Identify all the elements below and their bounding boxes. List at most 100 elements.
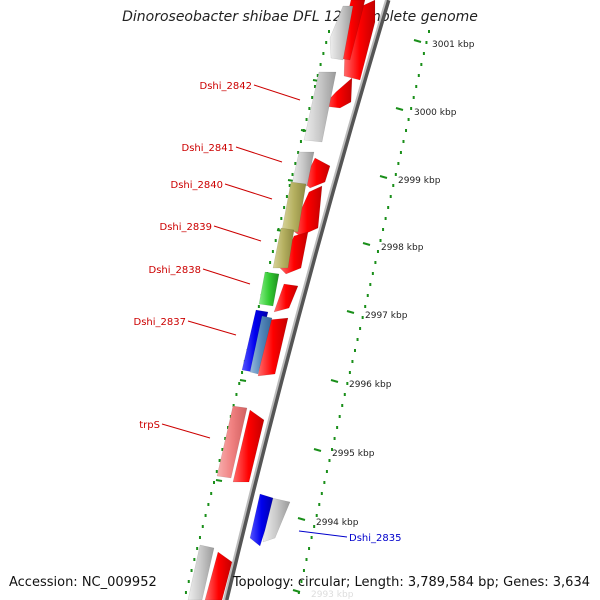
tick-dot xyxy=(227,426,230,429)
major-tick xyxy=(215,479,223,482)
tick-dot xyxy=(305,558,308,561)
tick-dot xyxy=(369,283,372,286)
kbp-tick xyxy=(292,589,301,593)
label-leaders xyxy=(161,84,348,538)
gene-label[interactable]: Dshi_2842 xyxy=(200,81,252,92)
tick-dot xyxy=(425,41,428,44)
tick-dot xyxy=(325,41,328,44)
leader-line xyxy=(298,530,348,538)
tick-dot xyxy=(316,74,319,77)
tick-dot xyxy=(356,338,359,341)
kbp-label: 2997 kbp xyxy=(365,311,408,321)
gene-label[interactable]: Dshi_2837 xyxy=(134,317,186,328)
tick-dot xyxy=(318,503,321,506)
tick-dot xyxy=(399,151,402,154)
tick-dot xyxy=(311,96,314,99)
tick-dot xyxy=(359,327,362,330)
tick-dot xyxy=(308,107,311,110)
tick-dot xyxy=(333,437,336,440)
tick-dot xyxy=(420,63,423,66)
gene-label[interactable]: Dshi_2838 xyxy=(149,265,201,276)
kbp-tick xyxy=(330,379,339,383)
leader-line xyxy=(253,84,301,101)
tick-dot xyxy=(328,459,331,462)
tick-dot xyxy=(215,470,218,473)
tick-dot xyxy=(397,162,400,165)
tick-dot xyxy=(384,217,387,220)
tick-dot xyxy=(351,360,354,363)
tick-dot xyxy=(320,492,323,495)
tick-dot xyxy=(241,371,244,374)
tick-dot xyxy=(323,481,326,484)
tick-dot xyxy=(300,580,303,583)
tick-dot xyxy=(218,459,221,462)
tick-dot xyxy=(274,239,277,242)
gene-label[interactable]: Dshi_2841 xyxy=(182,143,234,154)
leader-line xyxy=(224,183,273,200)
tick-dot xyxy=(269,261,272,264)
tick-dot xyxy=(412,96,415,99)
kbp-tick xyxy=(379,175,388,179)
kbp-labels: 3001 kbp 3000 kbp 2999 kbp 2998 kbp 2997 kbp… xyxy=(292,39,475,600)
outer-tick-track xyxy=(297,30,430,594)
gene-label[interactable]: Dshi_2839 xyxy=(160,222,212,233)
tick-dot xyxy=(235,393,238,396)
green-feature xyxy=(258,271,280,307)
blue-feature xyxy=(249,493,274,547)
tick-dot xyxy=(313,85,316,88)
genome-summary: Topology: circular; Length: 3,789,584 bp… xyxy=(232,575,590,590)
kbp-tick xyxy=(297,517,306,521)
tick-dot xyxy=(379,239,382,242)
kbp-label: 3001 kbp xyxy=(432,40,475,50)
tick-dot xyxy=(422,52,425,55)
tick-dot xyxy=(417,74,420,77)
tick-dot xyxy=(210,492,213,495)
tick-dot xyxy=(198,536,201,539)
olive-feature xyxy=(272,227,295,269)
tick-dot xyxy=(285,195,288,198)
leader-line xyxy=(202,268,251,285)
tick-dot xyxy=(389,195,392,198)
tick-dot xyxy=(204,514,207,517)
kbp-tick xyxy=(362,242,371,246)
tick-dot xyxy=(325,470,328,473)
tick-dot xyxy=(280,217,283,220)
tick-dot xyxy=(361,316,364,319)
tick-dot xyxy=(415,85,418,88)
tick-dot xyxy=(207,503,210,506)
gene-label[interactable]: trpS xyxy=(139,420,160,431)
tick-dot xyxy=(190,569,193,572)
tick-dot xyxy=(405,129,408,132)
grey-feature xyxy=(187,544,215,600)
kbp-label: 2994 kbp xyxy=(316,518,359,528)
gene-label[interactable]: Dshi_2835 xyxy=(349,533,401,544)
tick-dot xyxy=(343,393,346,396)
tick-dot xyxy=(193,558,196,561)
tick-dot xyxy=(315,514,318,517)
tick-dot xyxy=(238,382,241,385)
tick-dot xyxy=(348,371,351,374)
kbp-tick xyxy=(346,310,355,314)
grey-feature xyxy=(329,5,354,61)
tick-dot xyxy=(257,305,260,308)
accession-text: Accession: NC_009952 xyxy=(9,575,157,590)
tick-dot xyxy=(310,536,313,539)
grey-feature xyxy=(303,71,337,143)
gene-label[interactable]: Dshi_2840 xyxy=(171,180,223,191)
tick-dot xyxy=(336,426,339,429)
kbp-label: 2996 kbp xyxy=(349,380,392,390)
kbp-label: 2999 kbp xyxy=(398,176,441,186)
tick-dot xyxy=(366,294,369,297)
kbp-label: 2998 kbp xyxy=(381,243,424,253)
tick-dot xyxy=(392,184,395,187)
tick-dot xyxy=(294,162,297,165)
tick-dot xyxy=(313,525,316,528)
major-tick xyxy=(239,379,247,382)
grey-feature xyxy=(291,151,315,187)
tick-dot xyxy=(302,569,305,572)
tick-dot xyxy=(196,547,199,550)
tick-dot xyxy=(407,118,410,121)
tick-dot xyxy=(364,305,367,308)
tick-dot xyxy=(338,415,341,418)
